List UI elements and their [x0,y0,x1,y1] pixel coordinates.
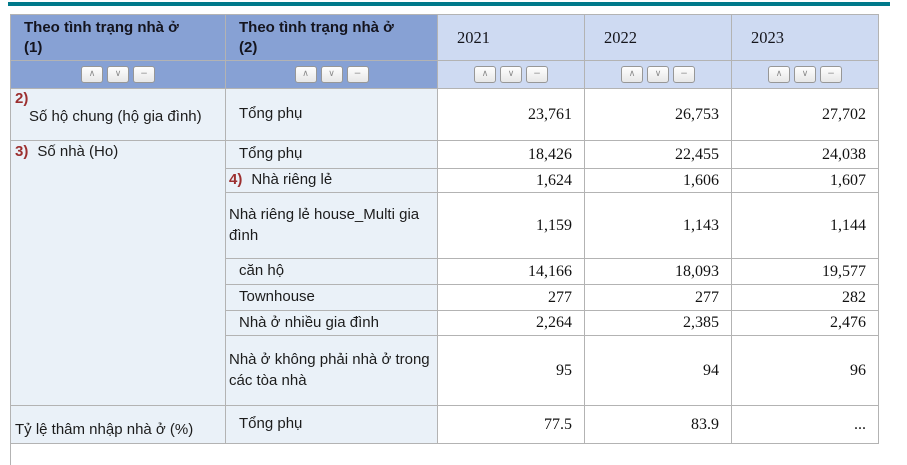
sort-cell: ∧ ∨ − [225,60,438,89]
value-cell: 18,426 [437,140,585,169]
row-label-cell: Townhouse [225,284,438,311]
top-accent-bar [8,2,890,6]
row-label: Nhà riêng lẻ house_Multi gia đình [229,206,420,244]
row-label: Tổng phụ [239,415,303,433]
header-col1-title: Theo tình trạng nhà ở [24,19,179,36]
footnote-marker: 3) [15,143,29,160]
table-row: Nhà ở nhiều gia đình 2,264 2,385 2,476 [11,310,879,336]
value-cell: 282 [731,284,879,311]
value-cell: 1,143 [584,192,732,259]
value-cell: 26,753 [584,88,732,141]
value-cell: 19,577 [731,258,879,285]
value-cell: 1,159 [437,192,585,259]
value-cell: 277 [584,284,732,311]
value-cell: 22,455 [584,140,732,169]
header-row: Theo tình trạng nhà ở (1) Theo tình trạn… [10,14,879,61]
table-row: Tỷ lệ thâm nhập nhà ở (%) Tổng phụ 77.5 83.… [10,405,879,444]
next-row-left-border [10,443,11,465]
value-cell: 96 [731,335,879,406]
row-label: Nhà ở không phải nhà ở trong các tòa nhà [229,351,430,389]
sort-cell: ∧ ∨ − [437,60,585,89]
row-label: Townhouse [239,288,315,306]
sort-cell: ∧ ∨ − [731,60,879,89]
value-cell: 1,606 [584,168,732,193]
value-cell: 83.9 [584,405,732,444]
value-cell: 24,038 [731,140,879,169]
sort-descending-button[interactable]: ∨ [320,65,343,83]
sort-descending-button[interactable]: ∨ [794,65,816,83]
footnote-marker: 2) [15,90,29,107]
row-label-cell: Nhà ở nhiều gia đình [225,310,438,336]
value-cell: 14,166 [437,258,585,285]
table-row: Nhà riêng lẻ house_Multi gia đình 1,159 1,… [11,192,879,259]
header-col1-index: (1) [24,38,43,56]
value-cell: 77.5 [437,405,585,444]
value-cell: 95 [437,335,585,406]
value-cell: 2,476 [731,310,879,336]
sort-ascending-button[interactable]: ∧ [621,65,643,83]
value-cell: 1,624 [437,168,585,193]
header-year: 2021 [437,14,585,61]
table-row: 4) Nhà riêng lẻ 1,624 1,606 1,607 [11,168,879,193]
row-label: Tổng phụ [239,105,303,123]
row-label-cell: Nhà riêng lẻ house_Multi gia đình [225,192,438,259]
data-table-container: Theo tình trạng nhà ở (1) Theo tình trạn… [10,14,879,444]
table-row: 2) Số hộ chung (hộ gia đình) Tổng phụ 23,76… [10,88,879,141]
table-row: Nhà ở không phải nhà ở trong các tòa nhà… [11,335,879,406]
row-label: Nhà riêng lẻ [251,171,333,189]
table-row: 3) Số nhà (Ho) Tổng phụ 18,426 22,455 24,038 [10,140,879,406]
footnote-marker: 4) [229,171,243,189]
sort-descending-button[interactable]: ∨ [647,65,669,83]
sort-cell: ∧ ∨ − [584,60,732,89]
header-col2-title: Theo tình trạng nhà ở [239,19,394,36]
row-label-cell: Nhà ở không phải nhà ở trong các tòa nhà [225,335,438,406]
row-label: Nhà ở nhiều gia đình [239,313,379,331]
sort-clear-button[interactable]: − [526,65,548,83]
sort-ascending-button[interactable]: ∧ [768,65,790,83]
value-cell: 277 [437,284,585,311]
row-label-cell: Tổng phụ [225,405,438,444]
sort-clear-button[interactable]: − [346,65,369,83]
value-cell: 1,607 [731,168,879,193]
row-label-cell: Tổng phụ [225,140,438,169]
row-group-label: Tỷ lệ thâm nhập nhà ở (%) [15,420,194,438]
row-label-cell: 4) Nhà riêng lẻ [225,168,438,193]
row-group-label-cell: 2) Số hộ chung (hộ gia đình) [10,88,226,141]
value-cell: ... [731,405,879,444]
value-cell: 1,144 [731,192,879,259]
row-label-cell: căn hộ [225,258,438,285]
value-cell: 18,093 [584,258,732,285]
sort-ascending-button[interactable]: ∧ [81,65,103,83]
row-label-cell: Tổng phụ [225,88,438,141]
value-cell: 23,761 [437,88,585,141]
row-label: Tổng phụ [239,145,303,163]
value-cell: 94 [584,335,732,406]
value-cell: 2,385 [584,310,732,336]
value-cell: 27,702 [731,88,879,141]
row-label: căn hộ [239,262,285,280]
sort-descending-button[interactable]: ∨ [107,65,129,83]
header-col-status-2: Theo tình trạng nhà ở (2) [225,14,438,61]
sort-clear-button[interactable]: − [133,65,155,83]
header-year: 2022 [584,14,732,61]
row-group-label-cell: Tỷ lệ thâm nhập nhà ở (%) [10,405,226,444]
sort-ascending-button[interactable]: ∧ [294,65,317,83]
header-col2-index: (2) [239,38,258,56]
sort-clear-button[interactable]: − [820,65,842,83]
table-row: căn hộ 14,166 18,093 19,577 [11,258,879,285]
row-group-label: Số hộ chung (hộ gia đình) [29,108,202,126]
row-group-label-cell: 3) Số nhà (Ho) [10,140,226,406]
sort-controls-row: ∧ ∨ − ∧ ∨ − ∧ ∨ − ∧ ∨ − ∧ ∨ − [10,60,879,89]
sort-cell: ∧ ∨ − [10,60,226,89]
row-group-label: Số nhà (Ho) [37,143,119,160]
header-year: 2023 [731,14,879,61]
value-cell: 2,264 [437,310,585,336]
housing-status-table: Theo tình trạng nhà ở (1) Theo tình trạn… [10,14,879,444]
header-col-status-1: Theo tình trạng nhà ở (1) [10,14,226,61]
sort-ascending-button[interactable]: ∧ [474,65,496,83]
sort-clear-button[interactable]: − [673,65,695,83]
sort-descending-button[interactable]: ∨ [500,65,522,83]
